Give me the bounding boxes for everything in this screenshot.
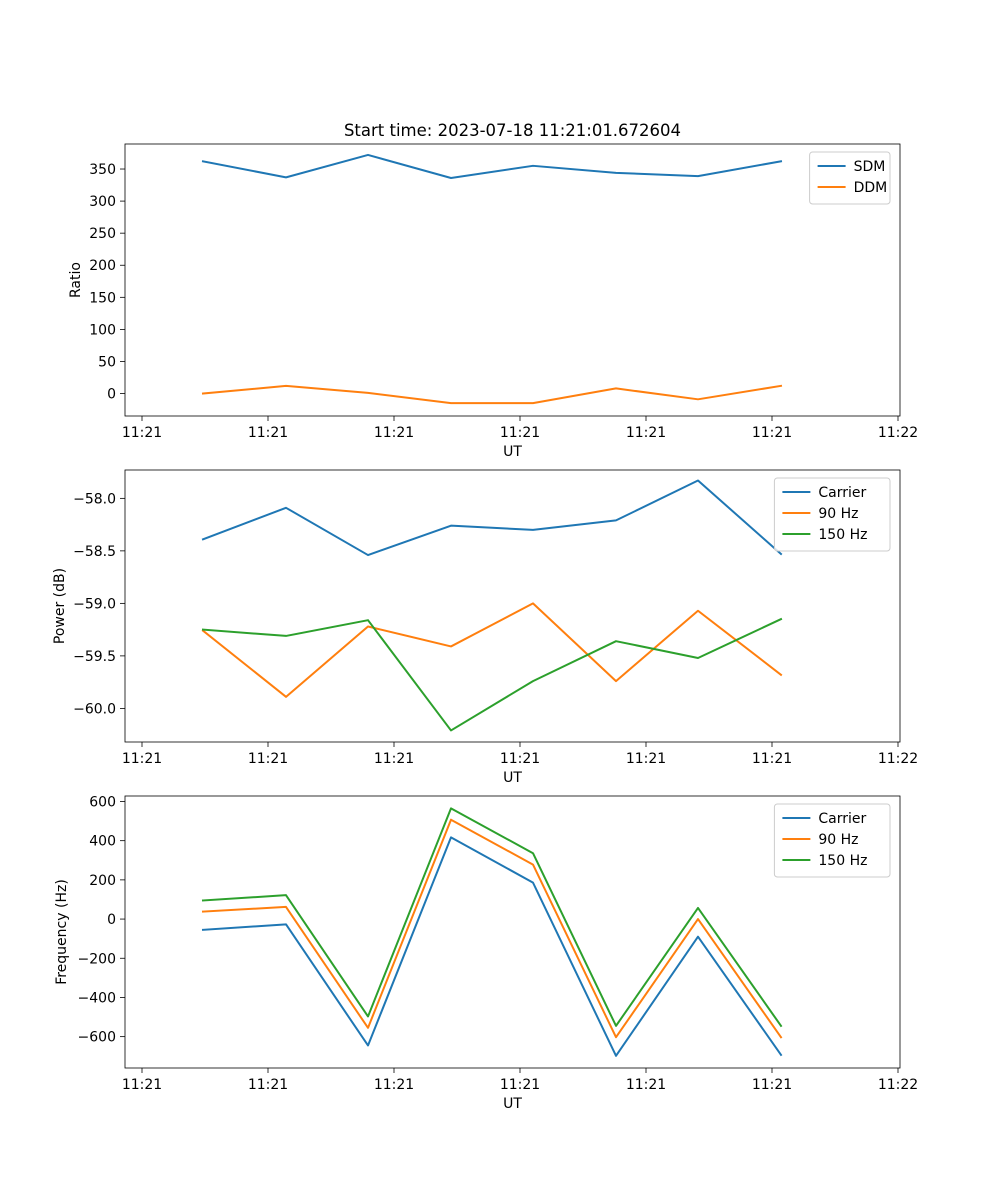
chart-panel-2: 11:21 11:21 11:21 11:21 11:21 11:21 11:22 UT −58… <box>52 469 918 786</box>
x-tick-label: 11:21 <box>500 751 540 767</box>
x-tick-label: 11:21 <box>122 425 162 441</box>
x-tick-label: 11:21 <box>626 425 666 441</box>
legend-box <box>773 803 891 878</box>
x-axis-label: UT <box>503 770 522 786</box>
x-tick-label: 11:21 <box>626 751 666 767</box>
x-tick-label: 11:21 <box>626 1077 666 1093</box>
y-tick-label: 250 <box>89 226 116 242</box>
legend: Carrier 90 Hz 150 Hz <box>773 477 891 552</box>
x-tick-label: 11:21 <box>248 1077 288 1093</box>
x-tick-label: 11:21 <box>752 425 792 441</box>
legend-box <box>773 477 891 552</box>
plot-area-frame <box>124 469 901 743</box>
series-line-90-hz <box>201 602 783 698</box>
y-tick-label: −200 <box>78 951 116 967</box>
series-line-sdm <box>201 153 783 179</box>
y-tick-label: −600 <box>78 1030 116 1046</box>
legend-entry-label: 90 Hz <box>818 506 858 522</box>
y-tick-label: 150 <box>89 290 116 306</box>
plot-area-frame <box>124 143 901 417</box>
x-axis-label: UT <box>503 1096 522 1112</box>
y-tick-label: −59.5 <box>73 649 116 665</box>
legend-entry-label: SDM <box>854 159 886 175</box>
x-axis-label: UT <box>503 444 522 460</box>
x-tick-label: 11:21 <box>248 751 288 767</box>
y-tick-label: 200 <box>89 258 116 274</box>
plot-area-frame <box>124 795 901 1069</box>
series-line-90-hz <box>201 818 783 1039</box>
y-tick-label: −60.0 <box>73 701 116 717</box>
y-axis-label: Frequency (Hz) <box>54 879 70 985</box>
series-line-carrier <box>201 836 783 1057</box>
y-tick-label: −58.5 <box>73 544 116 560</box>
series-line-150-hz <box>201 617 783 732</box>
series-line-150-hz <box>201 807 783 1028</box>
y-tick-label: 300 <box>89 194 116 210</box>
series-line-ddm <box>201 384 783 405</box>
x-tick-label: 11:22 <box>878 1077 918 1093</box>
y-tick-label: 100 <box>89 322 116 338</box>
legend-entry-label: 90 Hz <box>818 832 858 848</box>
x-tick-label: 11:22 <box>878 425 918 441</box>
x-tick-label: 11:21 <box>374 1077 414 1093</box>
chart-title: Start time: 2023-07-18 11:21:01.672604 <box>344 121 681 140</box>
x-tick-label: 11:21 <box>122 751 162 767</box>
x-tick-label: 11:21 <box>374 751 414 767</box>
legend-entry-label: DDM <box>854 180 888 196</box>
legend-entry-label: 150 Hz <box>818 853 867 869</box>
y-tick-label: −400 <box>78 990 116 1006</box>
y-tick-label: 200 <box>89 873 116 889</box>
y-tick-label: 0 <box>107 912 116 928</box>
y-tick-label: 50 <box>98 354 116 370</box>
chart-panel-1: Start time: 2023-07-18 11:21:01.672604 11… <box>68 121 918 460</box>
legend-entry-label: Carrier <box>818 811 866 827</box>
x-tick-label: 11:21 <box>500 1077 540 1093</box>
legend-entry-label: Carrier <box>818 485 866 501</box>
x-tick-label: 11:22 <box>878 751 918 767</box>
y-tick-label: 350 <box>89 162 116 178</box>
y-axis-label: Ratio <box>68 262 84 298</box>
x-tick-label: 11:21 <box>248 425 288 441</box>
x-tick-label: 11:21 <box>374 425 414 441</box>
y-tick-label: 600 <box>89 794 116 810</box>
x-tick-label: 11:21 <box>752 751 792 767</box>
series-line-carrier <box>201 479 783 557</box>
x-tick-label: 11:21 <box>122 1077 162 1093</box>
y-tick-label: 400 <box>89 834 116 850</box>
y-tick-label: 0 <box>107 387 116 403</box>
chart-panel-3: 11:21 11:21 11:21 11:21 11:21 11:21 11:22 UT 600… <box>54 794 918 1112</box>
y-tick-label: −59.0 <box>73 596 116 612</box>
x-tick-label: 11:21 <box>500 425 540 441</box>
x-tick-label: 11:21 <box>752 1077 792 1093</box>
y-tick-label: −58.0 <box>73 491 116 507</box>
legend: SDM DDM <box>809 151 891 205</box>
y-axis-label: Power (dB) <box>52 568 68 644</box>
legend-entry-label: 150 Hz <box>818 527 867 543</box>
legend: Carrier 90 Hz 150 Hz <box>773 803 891 878</box>
